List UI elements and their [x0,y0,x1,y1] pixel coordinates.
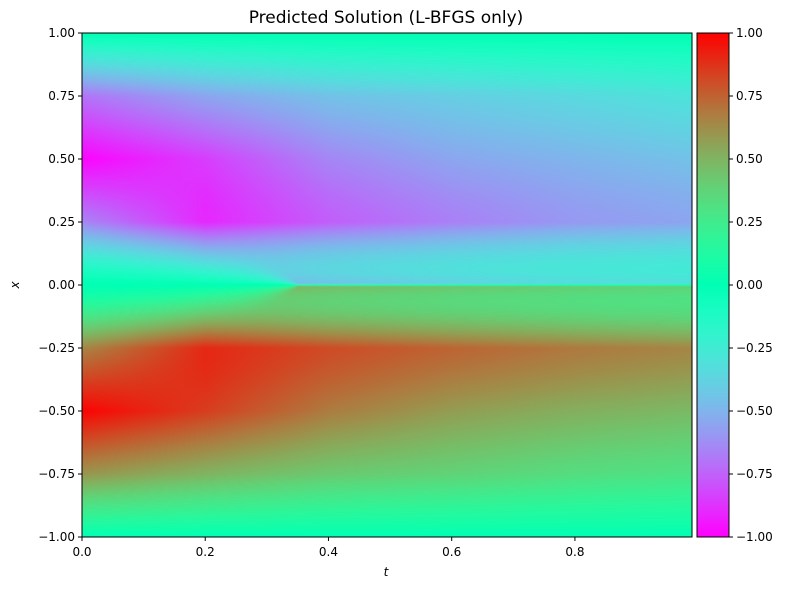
colorbar-tick-label: 0.50 [736,152,763,166]
y-tick-label: −0.50 [38,404,75,418]
y-axis-label: x [8,281,22,290]
x-axis: 0.0 0.2 0.4 0.6 0.8 [72,537,584,559]
colorbar-tick-label: 0.75 [736,89,763,103]
plot-area [81,32,693,538]
y-tick-label: −1.00 [38,530,75,544]
colorbar-tick-label: 0.00 [736,278,763,292]
x-tick-label: 0.6 [442,545,461,559]
colorbar-gradient [696,32,730,538]
y-tick-label: 0.50 [48,152,75,166]
colorbar-tick-label: 1.00 [736,26,763,40]
y-tick-label: 0.25 [48,215,75,229]
colorbar-tick-label: −0.50 [736,404,773,418]
y-tick-label: 0.00 [48,278,75,292]
colorbar: 1.00 0.75 0.50 0.25 0.00 −0.25 −0.50 −0.75 −1.00 [696,26,773,544]
chart-title: Predicted Solution (L-BFGS only) [249,8,524,28]
y-tick-label: −0.75 [38,467,75,481]
y-tick-label: −0.25 [38,341,75,355]
y-tick-label: 0.75 [48,89,75,103]
colorbar-axis: 1.00 0.75 0.50 0.25 0.00 −0.25 −0.50 −0.75 −1.00 [729,26,773,544]
x-tick-label: 0.4 [319,545,338,559]
x-tick-label: 0.0 [72,545,91,559]
x-tick-label: 0.8 [565,545,584,559]
colorbar-tick-label: 0.25 [736,215,763,229]
colorbar-tick-label: −0.25 [736,341,773,355]
y-axis: 1.00 0.75 0.50 0.25 0.00 −0.25 −0.50 −0.75 −1.00 [38,26,82,544]
y-tick-label: 1.00 [48,26,75,40]
colorbar-tick-label: −0.75 [736,467,773,481]
x-tick-label: 0.2 [196,545,215,559]
heatmap-field [82,33,692,537]
x-axis-label: t [384,565,390,579]
colorbar-tick-label: −1.00 [736,530,773,544]
